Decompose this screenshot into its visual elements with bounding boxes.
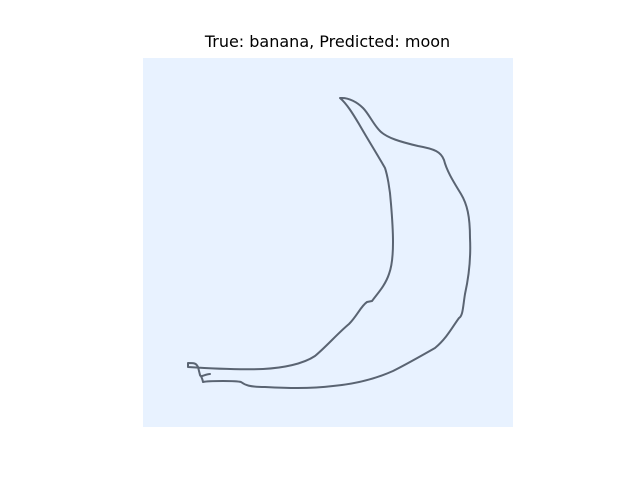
banana-sketch-stroke <box>187 97 472 389</box>
sketch-panel <box>143 58 513 427</box>
figure-title: True: banana, Predicted: moon <box>204 32 451 51</box>
sketch-background <box>143 58 513 427</box>
